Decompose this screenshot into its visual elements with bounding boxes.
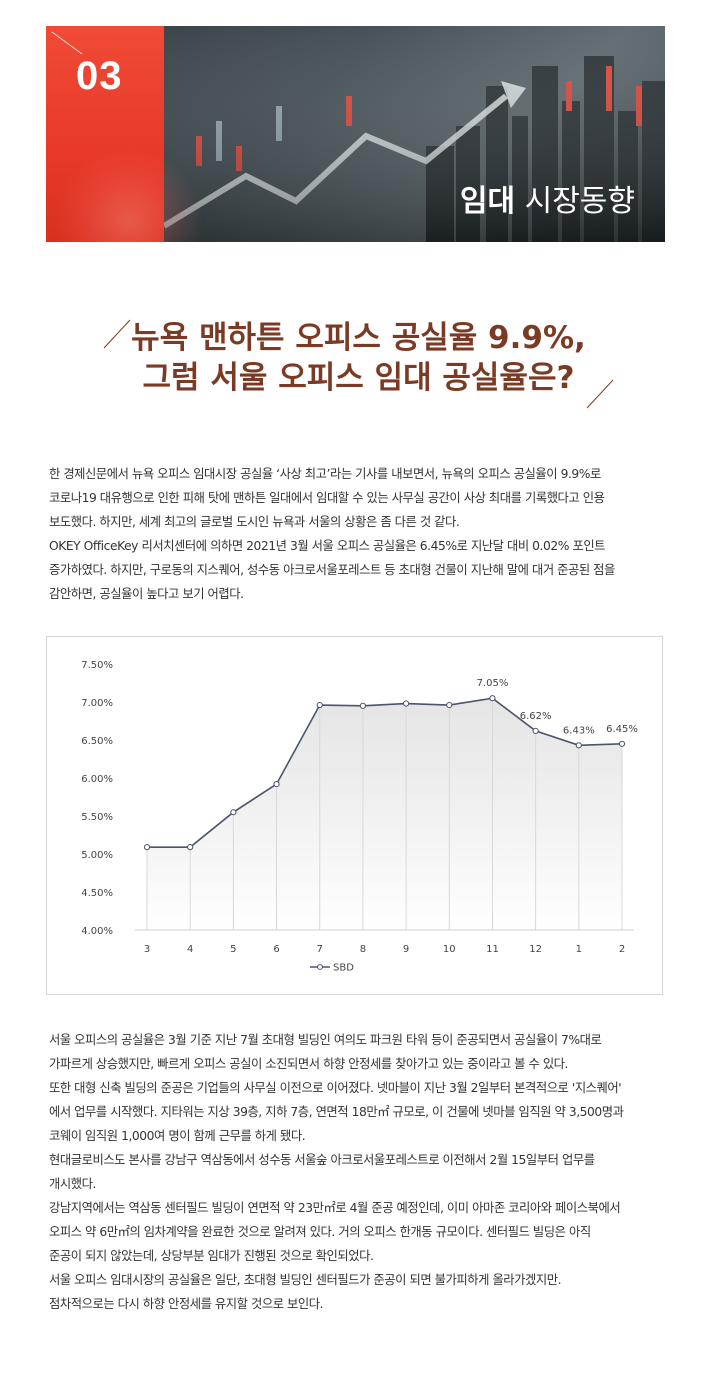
text-line: 오피스 약 6만㎡의 임차계약을 완료한 것으로 알려져 있다. 거의 오피스 …: [49, 1225, 591, 1239]
x-tick-label: 5: [230, 944, 236, 955]
text-line: 보도했다. 하지만, 세계 최고의 글로벌 도시인 뉴욕과 서울의 상황은 좀 …: [49, 515, 460, 529]
data-point: [532, 727, 539, 734]
data-point: [446, 701, 453, 709]
text-line: 감안하면, 공실율이 높다고 보기 어렵다.: [49, 587, 244, 601]
y-tick-label: 6.50%: [81, 736, 113, 747]
data-point: [575, 742, 582, 749]
text-line: 코로나19 대유행으로 인한 피해 탓에 맨하튼 일대에서 임대할 수 있는 사…: [49, 491, 605, 505]
text-line: OKEY OfficeKey 리서치센터에 의하면 2021년 3월 서울 오피…: [49, 539, 606, 553]
data-point: [230, 809, 237, 816]
data-point: [187, 844, 194, 851]
x-tick-label: 3: [144, 944, 150, 955]
text-line: 가파르게 상승했지만, 빠르게 오피스 공실이 소진되면서 하향 안정세를 찾아…: [49, 1057, 568, 1071]
data-label: 6.43%: [563, 725, 595, 736]
series-area: [147, 698, 622, 930]
x-tick-label: 4: [187, 944, 193, 955]
text-line: 점차적으로는 다시 하향 안정세를 유지할 것으로 보인다.: [49, 1297, 324, 1311]
section-banner: 03 임대 시장동향: [46, 26, 665, 242]
x-tick-label: 10: [443, 944, 456, 955]
text-line: 코웨이 임직원 1,000여 명이 함께 근무를 하게 됐다.: [49, 1129, 306, 1143]
text-line: 또한 대형 신축 빌딩의 준공은 기업들의 사무실 이전으로 이어졌다. 넷마블…: [49, 1081, 622, 1095]
city-chart-background-art: [46, 26, 665, 242]
legend-marker: [317, 964, 323, 970]
y-tick-label: 5.00%: [81, 850, 113, 861]
data-point: [359, 702, 367, 709]
text-line: 서울 오피스의 공실율은 3월 기준 지난 7월 초대형 빌딩인 여의도 파크원…: [49, 1033, 602, 1047]
text-line: 증가하였다. 하지만, 구로동의 지스퀘어, 성수동 아크로서울포레스트 등 초…: [49, 563, 615, 577]
x-tick-label: 1: [576, 944, 582, 955]
y-tick-label: 6.00%: [81, 774, 113, 785]
data-point: [618, 740, 626, 747]
headline-line-1: 뉴욕 맨하튼 오피스 공실율 9.9%,: [131, 320, 586, 356]
legend-label-sbd: SBD: [333, 963, 354, 974]
x-tick-label: 8: [360, 944, 366, 955]
section-title-light: 시장동향: [524, 184, 635, 219]
section-title-bold: 임대: [459, 184, 516, 219]
y-tick-label: 4.00%: [81, 926, 113, 937]
vacancy-rate-chart: 4.00% 4.50% 5.00% 5.50% 6.00% 6.50% 7.00% 7.50%…: [46, 636, 663, 995]
text-line: 서울 오피스 임대시장의 공실율은 일단, 초대형 빌딩인 센터필드가 준공이 …: [49, 1273, 562, 1287]
section-number: 03: [76, 54, 123, 98]
x-tick-label: 9: [403, 944, 409, 955]
headline-slash-right: [586, 379, 614, 409]
text-line: 한 경제신문에서 뉴욕 오피스 임대시장 공실율 ‘사상 최고’라는 기사를 내…: [49, 467, 601, 481]
headline-slash-left: [103, 319, 131, 349]
x-tick-label: 6: [273, 944, 279, 955]
banner-number-panel: 03: [46, 26, 204, 242]
y-tick-label: 7.50%: [81, 660, 113, 671]
data-point: [316, 701, 323, 709]
data-label: 7.05%: [477, 678, 509, 689]
x-tick-label: 7: [317, 944, 323, 955]
y-tick-label: 4.50%: [81, 888, 113, 899]
headline-line-2: 그럼 서울 오피스 임대 공실율은?: [142, 360, 575, 396]
x-tick-label: 2: [619, 944, 625, 955]
data-point: [143, 844, 151, 851]
y-tick-label: 5.50%: [81, 812, 113, 823]
data-label: 6.45%: [606, 724, 638, 735]
series-line-sbd: [147, 697, 623, 848]
body-paragraph: 서울 오피스의 공실율은 3월 기준 지난 7월 초대형 빌딩인 여의도 파크원…: [49, 1028, 679, 1316]
section-title: 임대 시장동향: [460, 176, 635, 220]
text-line: 강남지역에서는 역삼동 센터필드 빌딩이 연면적 약 23만㎡로 4월 준공 예…: [49, 1201, 621, 1215]
text-line: 개시했다.: [49, 1177, 96, 1191]
data-point: [489, 695, 496, 702]
text-line: 에서 업무를 시작했다. 지타워는 지상 39층, 지하 7층, 연면적 18만…: [49, 1105, 624, 1119]
x-tick-label: 11: [486, 944, 499, 955]
text-line: 현대글로비스도 본사를 강남구 역삼동에서 성수동 서울숲 아크로서울포레스트로…: [49, 1153, 595, 1167]
y-tick-label: 7.00%: [81, 698, 113, 709]
corner-line-decoration: [51, 31, 83, 55]
data-label: 6.62%: [520, 711, 552, 722]
data-point: [402, 700, 410, 707]
intro-paragraph: 한 경제신문에서 뉴욕 오피스 임대시장 공실율 ‘사상 최고’라는 기사를 내…: [49, 462, 679, 606]
data-point: [273, 780, 280, 788]
text-line: 준공이 되지 않았는데, 상당부분 임대가 진행된 것으로 확인되었다.: [49, 1249, 374, 1263]
article-headline: 뉴욕 맨하튼 오피스 공실율 9.9%, 그럼 서울 오피스 임대 공실율은?: [0, 318, 717, 398]
chart-canvas: 4.00% 4.50% 5.00% 5.50% 6.00% 6.50% 7.00% 7.50%…: [81, 660, 638, 974]
x-tick-label: 12: [529, 944, 542, 955]
